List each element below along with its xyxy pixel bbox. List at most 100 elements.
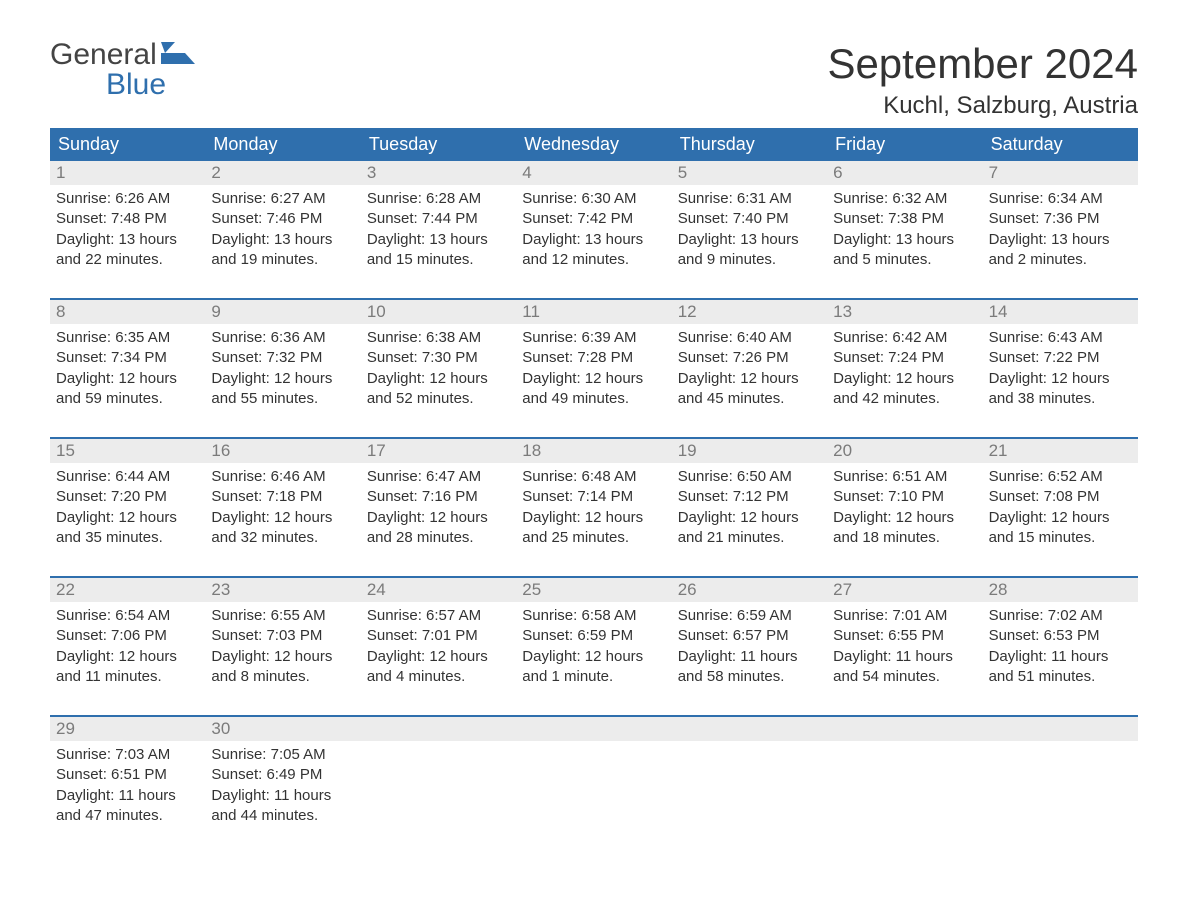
day-number (672, 717, 827, 741)
day-number: 10 (361, 300, 516, 324)
day-number: 15 (50, 439, 205, 463)
daylight-line: Daylight: 11 hours and 51 minutes. (989, 647, 1130, 688)
day-number: 14 (983, 300, 1138, 324)
daylight-line: Daylight: 13 hours and 2 minutes. (989, 230, 1130, 271)
day-number: 5 (672, 161, 827, 185)
day-header: Friday (827, 128, 982, 161)
day-cell: Sunrise: 6:44 AMSunset: 7:20 PMDaylight:… (50, 463, 205, 564)
day-number: 24 (361, 578, 516, 602)
sunrise-line: Sunrise: 6:32 AM (833, 189, 974, 209)
sunrise-line: Sunrise: 7:02 AM (989, 606, 1130, 626)
day-cell: Sunrise: 7:05 AMSunset: 6:49 PMDaylight:… (205, 741, 360, 842)
day-cell: Sunrise: 6:39 AMSunset: 7:28 PMDaylight:… (516, 324, 671, 425)
logo-line1: General (50, 40, 157, 70)
day-cell: Sunrise: 6:27 AMSunset: 7:46 PMDaylight:… (205, 185, 360, 286)
sunset-line: Sunset: 7:06 PM (56, 626, 197, 646)
day-cell: Sunrise: 6:30 AMSunset: 7:42 PMDaylight:… (516, 185, 671, 286)
day-cell (827, 741, 982, 842)
day-number: 18 (516, 439, 671, 463)
daylight-line: Daylight: 12 hours and 35 minutes. (56, 508, 197, 549)
sunset-line: Sunset: 7:46 PM (211, 209, 352, 229)
day-number: 19 (672, 439, 827, 463)
day-number: 28 (983, 578, 1138, 602)
day-headers: Sunday Monday Tuesday Wednesday Thursday… (50, 128, 1138, 161)
day-cell: Sunrise: 6:54 AMSunset: 7:06 PMDaylight:… (50, 602, 205, 703)
logo: General Blue (50, 40, 195, 100)
sunset-line: Sunset: 7:16 PM (367, 487, 508, 507)
day-number (983, 717, 1138, 741)
day-cell: Sunrise: 6:26 AMSunset: 7:48 PMDaylight:… (50, 185, 205, 286)
month-title: September 2024 (827, 40, 1138, 88)
sunset-line: Sunset: 6:57 PM (678, 626, 819, 646)
sunset-line: Sunset: 7:01 PM (367, 626, 508, 646)
day-cell: Sunrise: 6:58 AMSunset: 6:59 PMDaylight:… (516, 602, 671, 703)
header: General Blue September 2024 Kuchl, Salzb… (50, 40, 1138, 120)
sunrise-line: Sunrise: 6:39 AM (522, 328, 663, 348)
week-row: 1234567Sunrise: 6:26 AMSunset: 7:48 PMDa… (50, 161, 1138, 286)
sunrise-line: Sunrise: 6:30 AM (522, 189, 663, 209)
day-header: Thursday (672, 128, 827, 161)
sunset-line: Sunset: 7:34 PM (56, 348, 197, 368)
day-cell: Sunrise: 6:42 AMSunset: 7:24 PMDaylight:… (827, 324, 982, 425)
daylight-line: Daylight: 12 hours and 25 minutes. (522, 508, 663, 549)
day-number-row: 1234567 (50, 161, 1138, 185)
day-number: 13 (827, 300, 982, 324)
week-row: 891011121314Sunrise: 6:35 AMSunset: 7:34… (50, 298, 1138, 425)
daylight-line: Daylight: 12 hours and 32 minutes. (211, 508, 352, 549)
weeks-container: 1234567Sunrise: 6:26 AMSunset: 7:48 PMDa… (50, 161, 1138, 842)
day-number: 16 (205, 439, 360, 463)
sunrise-line: Sunrise: 6:44 AM (56, 467, 197, 487)
day-cell: Sunrise: 6:43 AMSunset: 7:22 PMDaylight:… (983, 324, 1138, 425)
daylight-line: Daylight: 12 hours and 8 minutes. (211, 647, 352, 688)
sunrise-line: Sunrise: 6:50 AM (678, 467, 819, 487)
daylight-line: Daylight: 12 hours and 4 minutes. (367, 647, 508, 688)
sunrise-line: Sunrise: 6:58 AM (522, 606, 663, 626)
daylight-line: Daylight: 13 hours and 12 minutes. (522, 230, 663, 271)
sunrise-line: Sunrise: 6:51 AM (833, 467, 974, 487)
day-number (361, 717, 516, 741)
day-number: 20 (827, 439, 982, 463)
day-header: Sunday (50, 128, 205, 161)
daylight-line: Daylight: 12 hours and 52 minutes. (367, 369, 508, 410)
day-cell: Sunrise: 6:47 AMSunset: 7:16 PMDaylight:… (361, 463, 516, 564)
day-header: Tuesday (361, 128, 516, 161)
sunset-line: Sunset: 7:42 PM (522, 209, 663, 229)
daylight-line: Daylight: 12 hours and 38 minutes. (989, 369, 1130, 410)
sunrise-line: Sunrise: 6:52 AM (989, 467, 1130, 487)
sunset-line: Sunset: 7:24 PM (833, 348, 974, 368)
day-cell: Sunrise: 6:48 AMSunset: 7:14 PMDaylight:… (516, 463, 671, 564)
logo-flag-icon (161, 40, 195, 70)
daylight-line: Daylight: 12 hours and 45 minutes. (678, 369, 819, 410)
sunrise-line: Sunrise: 6:46 AM (211, 467, 352, 487)
sunrise-line: Sunrise: 7:03 AM (56, 745, 197, 765)
calendar: Sunday Monday Tuesday Wednesday Thursday… (50, 128, 1138, 842)
sunset-line: Sunset: 7:22 PM (989, 348, 1130, 368)
sunset-line: Sunset: 7:32 PM (211, 348, 352, 368)
sunrise-line: Sunrise: 6:47 AM (367, 467, 508, 487)
day-number: 6 (827, 161, 982, 185)
sunrise-line: Sunrise: 6:40 AM (678, 328, 819, 348)
sunrise-line: Sunrise: 6:34 AM (989, 189, 1130, 209)
sunset-line: Sunset: 7:08 PM (989, 487, 1130, 507)
sunrise-line: Sunrise: 6:38 AM (367, 328, 508, 348)
sunset-line: Sunset: 7:20 PM (56, 487, 197, 507)
day-number: 17 (361, 439, 516, 463)
sunrise-line: Sunrise: 6:55 AM (211, 606, 352, 626)
day-cell: Sunrise: 6:34 AMSunset: 7:36 PMDaylight:… (983, 185, 1138, 286)
day-number: 3 (361, 161, 516, 185)
sunset-line: Sunset: 7:18 PM (211, 487, 352, 507)
sunset-line: Sunset: 7:26 PM (678, 348, 819, 368)
sunrise-line: Sunrise: 6:36 AM (211, 328, 352, 348)
daylight-line: Daylight: 13 hours and 22 minutes. (56, 230, 197, 271)
sunset-line: Sunset: 7:36 PM (989, 209, 1130, 229)
day-cell: Sunrise: 6:38 AMSunset: 7:30 PMDaylight:… (361, 324, 516, 425)
sunset-line: Sunset: 6:55 PM (833, 626, 974, 646)
sunset-line: Sunset: 6:49 PM (211, 765, 352, 785)
sunrise-line: Sunrise: 7:05 AM (211, 745, 352, 765)
daylight-line: Daylight: 12 hours and 55 minutes. (211, 369, 352, 410)
day-cell (361, 741, 516, 842)
sunset-line: Sunset: 7:40 PM (678, 209, 819, 229)
sunrise-line: Sunrise: 6:35 AM (56, 328, 197, 348)
day-number: 22 (50, 578, 205, 602)
day-cell: Sunrise: 6:46 AMSunset: 7:18 PMDaylight:… (205, 463, 360, 564)
